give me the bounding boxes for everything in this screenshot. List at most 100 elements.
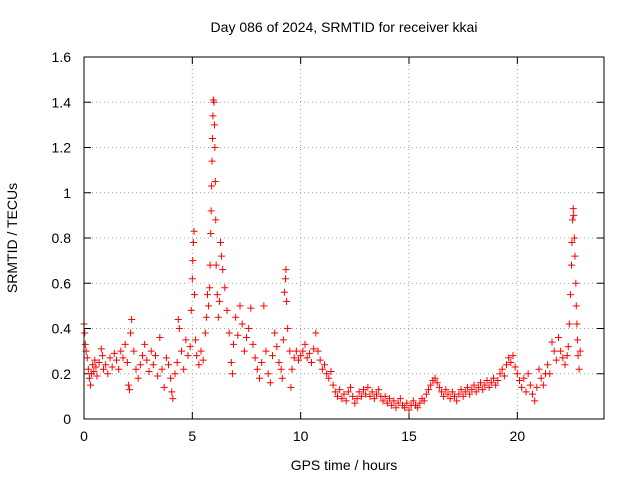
data-point [403, 399, 411, 407]
data-point [180, 365, 188, 373]
data-point [85, 374, 93, 382]
data-point [84, 365, 92, 373]
data-point [431, 374, 439, 382]
data-points [80, 96, 584, 414]
data-point [204, 291, 211, 299]
data-point [97, 345, 105, 353]
data-point [190, 227, 198, 235]
data-point [526, 381, 534, 389]
data-point [284, 325, 292, 332]
data-point [269, 352, 276, 360]
data-point [102, 361, 110, 369]
grid [84, 57, 604, 419]
data-point [483, 377, 491, 385]
data-point [518, 383, 526, 391]
data-point [95, 358, 103, 366]
data-point [152, 352, 159, 360]
data-point [362, 390, 370, 398]
data-point [303, 354, 311, 362]
data-point [569, 205, 577, 213]
data-point [210, 121, 218, 129]
data-point [461, 388, 469, 396]
data-point [90, 367, 98, 375]
x-tick-label: 10 [293, 428, 309, 444]
data-point [192, 336, 200, 344]
data-point [143, 356, 151, 364]
data-point [119, 354, 127, 362]
data-point [570, 211, 578, 219]
x-tick-label: 15 [401, 428, 417, 444]
data-point [206, 284, 214, 292]
data-point [477, 379, 484, 387]
data-point [572, 302, 580, 310]
data-point [280, 288, 288, 296]
data-point [208, 182, 216, 190]
data-point [459, 392, 467, 400]
data-point [537, 374, 545, 382]
data-point [383, 399, 391, 407]
data-point [227, 358, 235, 366]
data-point [571, 252, 579, 260]
data-point [202, 313, 210, 321]
data-point [559, 354, 567, 362]
data-point [165, 361, 172, 369]
data-point [500, 372, 508, 380]
data-point [149, 361, 157, 369]
data-point [492, 381, 500, 389]
data-point [134, 374, 142, 382]
y-tick-label: 1.6 [52, 49, 72, 65]
data-point [427, 381, 435, 389]
data-point [219, 266, 227, 274]
data-point [511, 363, 519, 371]
data-point [277, 365, 285, 373]
data-point [210, 98, 218, 106]
data-point [485, 383, 493, 391]
data-point [168, 388, 176, 396]
data-point [481, 381, 489, 389]
data-point [113, 356, 120, 364]
data-point [565, 320, 573, 328]
data-point [340, 390, 348, 398]
data-point [287, 383, 295, 391]
data-point [464, 383, 471, 391]
data-point [451, 392, 458, 400]
data-point [160, 383, 168, 391]
data-point [286, 347, 294, 355]
data-point [487, 379, 495, 387]
data-point [503, 361, 510, 369]
data-point [182, 336, 190, 344]
data-point [552, 356, 560, 364]
data-point [414, 404, 422, 412]
data-point [561, 361, 569, 369]
data-point [390, 397, 398, 405]
data-point [92, 363, 100, 371]
data-point [318, 365, 326, 373]
data-point [455, 390, 463, 398]
data-point [490, 374, 497, 382]
data-point [178, 347, 185, 355]
data-point [405, 406, 413, 414]
data-point [505, 354, 513, 362]
data-point [81, 340, 89, 348]
data-point [435, 383, 443, 391]
data-point [446, 395, 454, 403]
data-point [470, 381, 478, 389]
data-point [173, 358, 181, 366]
data-point [338, 395, 346, 403]
data-point [213, 291, 221, 299]
data-point [524, 370, 532, 378]
data-point [283, 297, 291, 305]
data-point [93, 372, 101, 380]
data-point [522, 388, 530, 396]
data-point [205, 302, 213, 310]
data-point [208, 134, 216, 142]
y-tick-label: 0.2 [52, 366, 72, 382]
data-point [364, 383, 372, 391]
data-point [546, 370, 554, 378]
data-point [115, 365, 123, 373]
data-point [292, 347, 300, 355]
data-point [279, 336, 287, 344]
data-point [416, 399, 424, 407]
data-point [169, 395, 177, 403]
